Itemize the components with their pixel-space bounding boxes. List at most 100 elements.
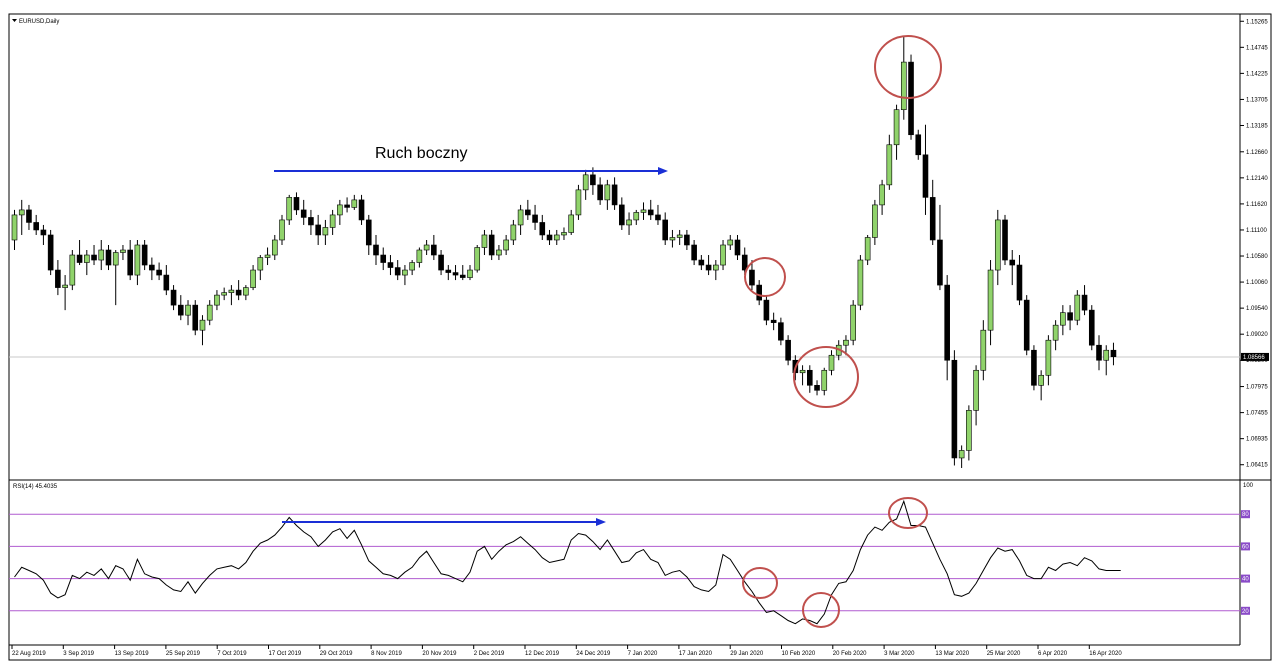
date-tick-label: 3 Sep 2019	[63, 651, 94, 657]
candle-body-bull	[713, 264, 719, 271]
candle	[40, 224, 47, 245]
candle	[864, 234, 871, 266]
current-price-tag-text: 1.08566	[1243, 355, 1265, 361]
candle	[445, 265, 452, 281]
candle	[843, 335, 849, 356]
candle	[322, 219, 329, 245]
candle	[691, 239, 697, 266]
candle	[937, 204, 943, 291]
price-tick-label: 1.09540	[1246, 306, 1268, 312]
candle-body-bear	[741, 254, 748, 271]
candle	[170, 285, 177, 311]
symbol-dropdown-icon[interactable]	[12, 19, 17, 22]
candle	[365, 214, 372, 256]
candle	[409, 260, 415, 276]
price-tick-label: 1.06935	[1246, 437, 1268, 443]
candle	[1052, 320, 1059, 351]
candle-body-bear	[459, 274, 466, 278]
candle	[611, 177, 618, 210]
price-tick-label: 1.10580	[1246, 254, 1268, 260]
candle	[1074, 290, 1081, 326]
candle-body-bear	[452, 272, 459, 276]
candle	[1031, 345, 1037, 391]
candle	[380, 247, 387, 271]
candle	[112, 250, 119, 306]
rsi-circle-3	[888, 497, 928, 529]
price-tick-label: 1.11620	[1246, 202, 1268, 208]
candle-body-bull	[474, 247, 481, 271]
date-tick-label: 25 Mar 2020	[987, 651, 1021, 657]
candle	[394, 260, 401, 281]
candle-body-bear	[91, 254, 97, 261]
candle-body-bull	[329, 214, 336, 228]
candle	[857, 255, 864, 311]
candle-body-bear	[1067, 312, 1073, 321]
candle	[481, 229, 488, 256]
candle	[886, 134, 893, 190]
candle	[250, 265, 256, 291]
date-tick-label: 8 Nov 2019	[371, 651, 402, 657]
candle-body-bear	[785, 339, 791, 361]
candle-body-bear	[1088, 309, 1095, 346]
candle-body-bear	[1002, 219, 1008, 261]
candle-body-bear	[235, 289, 242, 296]
candle-body-bull	[84, 254, 90, 263]
candle-body-bear	[532, 214, 538, 223]
candle-body-bear	[749, 269, 755, 286]
candle-body-bull	[257, 257, 264, 271]
candle-body-bear	[597, 184, 603, 201]
date-tick-label: 10 Feb 2020	[782, 651, 816, 657]
candle-body-bull	[510, 224, 517, 241]
candle	[134, 239, 141, 286]
candle	[387, 255, 394, 276]
candle	[293, 192, 300, 215]
candle	[1002, 214, 1008, 266]
candle	[467, 265, 473, 281]
candle-body-bull	[62, 284, 68, 288]
price-axis-ticks: 1.15265 1.14745 1.14225 1.13705 1.13185 1.126…	[1240, 19, 1268, 469]
candle-body-bull	[626, 219, 632, 226]
candle-body-bear	[929, 197, 936, 241]
candle-body-bull	[1060, 312, 1066, 326]
candle-body-bull	[322, 227, 329, 236]
candle	[958, 445, 965, 468]
candle	[1045, 335, 1052, 386]
candle	[488, 229, 495, 261]
candle-body-bear	[55, 269, 61, 288]
candle	[647, 199, 654, 220]
candle-body-bull	[633, 212, 640, 221]
candle	[279, 214, 285, 245]
candle-body-bull	[669, 237, 676, 241]
rsi-level-label: 80	[1242, 512, 1249, 518]
candle	[1110, 342, 1117, 366]
candle	[626, 212, 632, 235]
candle	[553, 229, 560, 245]
date-tick-label: 17 Oct 2019	[269, 651, 302, 657]
candle-body-bull	[286, 197, 293, 221]
candle-body-bear	[380, 254, 387, 263]
candle	[1103, 345, 1110, 376]
candle	[228, 285, 235, 306]
candle	[33, 214, 39, 235]
candle-body-bear	[308, 217, 314, 226]
candle-body-bear	[358, 199, 365, 221]
candle-body-bear	[611, 184, 618, 206]
candle	[214, 290, 220, 311]
candle	[431, 234, 437, 261]
date-tick-label: 16 Apr 2020	[1089, 651, 1122, 657]
candle-body-bear	[344, 204, 350, 208]
price-tick-label: 1.14225	[1246, 71, 1268, 77]
candle-body-bull	[1045, 339, 1052, 376]
candle	[944, 275, 950, 381]
candle-body-bear	[691, 244, 697, 261]
candle-body-bear	[315, 224, 321, 236]
candle	[734, 234, 741, 261]
candle-body-bear	[26, 209, 32, 223]
candle-body-bear	[177, 304, 184, 316]
candle	[525, 199, 531, 220]
candle	[568, 209, 575, 235]
candle-body-bear	[127, 249, 133, 276]
candle	[62, 275, 68, 311]
candle	[177, 295, 184, 321]
candle-body-bull	[568, 214, 575, 233]
